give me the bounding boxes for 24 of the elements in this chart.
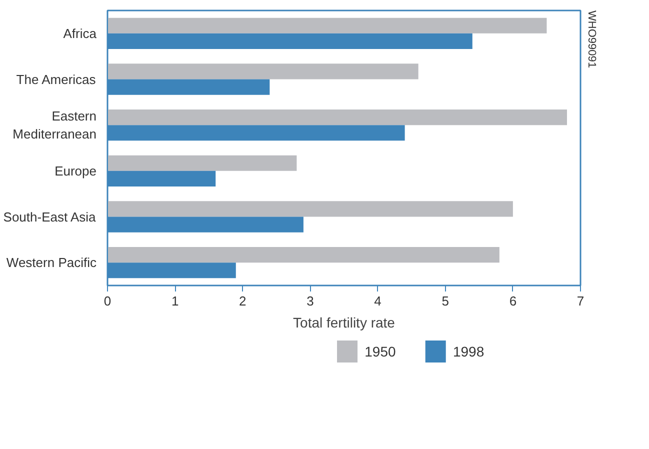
x-tick-label: 6 bbox=[509, 294, 517, 308]
y-tick-label: The Americas bbox=[16, 72, 96, 87]
x-tick-label: 4 bbox=[374, 294, 382, 308]
y-tick-label: Africa bbox=[63, 26, 98, 41]
bar bbox=[108, 18, 547, 34]
x-tick-label: 2 bbox=[239, 294, 246, 308]
x-tick-label: 0 bbox=[104, 294, 112, 308]
bar bbox=[108, 247, 500, 263]
bar bbox=[108, 201, 513, 217]
bar bbox=[108, 64, 418, 80]
y-tick-label: Europe bbox=[54, 163, 96, 178]
x-tick-label: 3 bbox=[306, 294, 314, 308]
bar bbox=[108, 110, 567, 126]
legend-label: 1998 bbox=[452, 344, 484, 360]
y-tick-label: South-East Asia bbox=[3, 209, 97, 224]
y-tick-label: Eastern Mediterranean bbox=[12, 108, 97, 142]
x-tick-label: 5 bbox=[442, 294, 449, 308]
legend-label: 1950 bbox=[364, 344, 396, 360]
bar bbox=[108, 155, 297, 171]
x-tick-label: 1 bbox=[171, 294, 179, 308]
text: WHO99091 bbox=[586, 10, 598, 68]
x-tick-label: 7 bbox=[576, 294, 584, 308]
x-axis-title: Total fertility rate bbox=[293, 314, 396, 330]
y-tick-label: Western Pacific bbox=[6, 255, 97, 270]
